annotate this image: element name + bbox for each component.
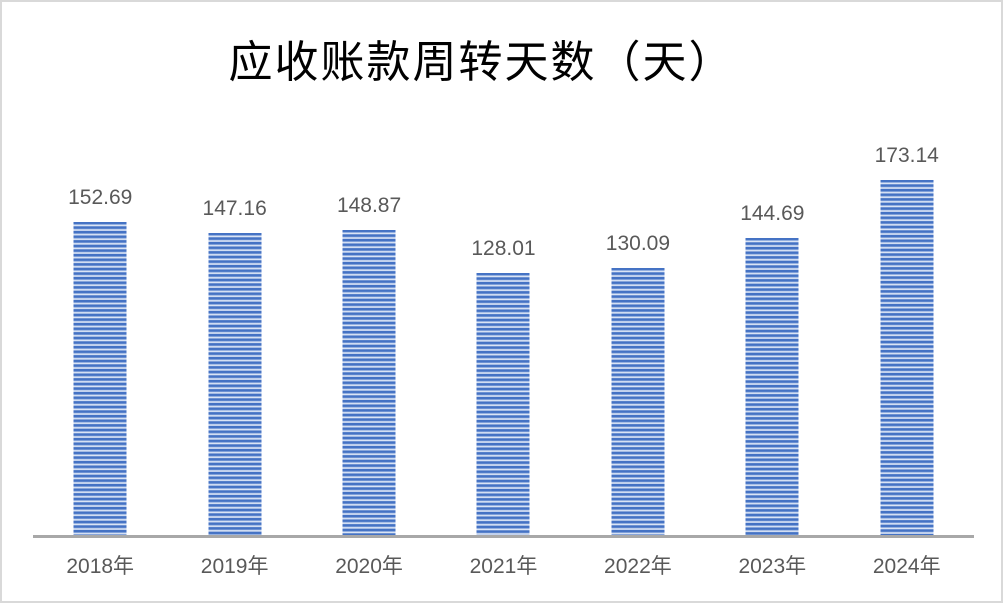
x-axis-label: 2022年 bbox=[604, 555, 672, 578]
bars-container: 152.69 147.16 148.87 128.01 130.09 144.69 173.… bbox=[33, 2, 974, 535]
x-axis-label: 2021年 bbox=[469, 555, 538, 578]
data-label: 147.16 bbox=[202, 197, 267, 221]
x-axis-label: 2018年 bbox=[66, 555, 135, 578]
x-axis-line bbox=[33, 535, 974, 538]
bar-2021年 bbox=[476, 272, 530, 535]
x-axis-label: 2024年 bbox=[872, 555, 941, 578]
x-axis-label: 2023年 bbox=[738, 555, 807, 578]
bar-column: 144.69 bbox=[705, 2, 839, 535]
bar-column: 147.16 bbox=[167, 2, 301, 535]
x-axis-label: 2020年 bbox=[335, 555, 403, 578]
bar-2020年 bbox=[342, 229, 396, 535]
data-label: 130.09 bbox=[605, 232, 671, 256]
plot-area: 152.69 147.16 148.87 128.01 130.09 144.69 173.… bbox=[33, 2, 974, 535]
x-axis-labels: 2018年 2019年 2020年 2021年 2022年 2023年 2024年 bbox=[33, 550, 974, 580]
data-label: 152.69 bbox=[68, 186, 133, 209]
data-label: 148.87 bbox=[336, 193, 402, 217]
bar-column: 148.87 bbox=[302, 2, 436, 535]
bar-2022年 bbox=[611, 268, 665, 535]
x-axis-label: 2019年 bbox=[200, 555, 269, 578]
data-label: 173.14 bbox=[874, 144, 939, 168]
bar-column: 128.01 bbox=[436, 2, 570, 535]
bar-2023年 bbox=[745, 238, 799, 535]
bar-column: 130.09 bbox=[571, 2, 705, 535]
bar-column: 152.69 bbox=[33, 2, 167, 535]
bar-column: 173.14 bbox=[840, 2, 974, 535]
chart-title: 应收账款周转天数（天） bbox=[228, 38, 735, 87]
data-label: 128.01 bbox=[471, 236, 536, 260]
bar-2019年 bbox=[208, 233, 262, 535]
data-label: 144.69 bbox=[740, 202, 805, 226]
bar-2024年 bbox=[880, 180, 934, 535]
bar-2018年 bbox=[73, 222, 127, 535]
